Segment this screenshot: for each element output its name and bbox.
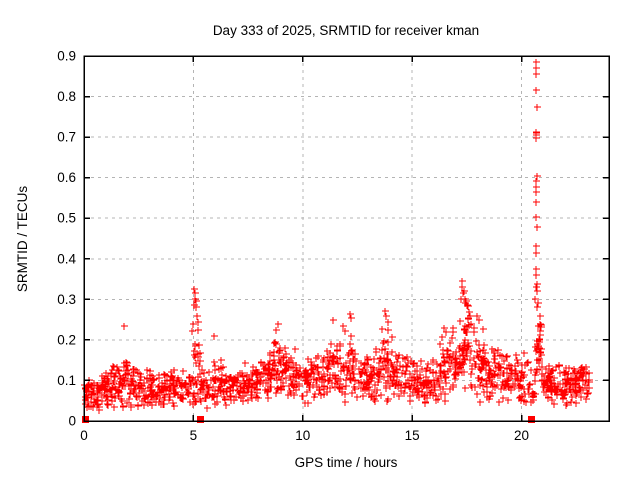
tick-labels: 0 0.1 0.2 0.3 0.4 0.5 0.6 0.7 0.8 0.9 0 5 10 15 20: [57, 49, 529, 444]
y-tick-label: 0.4: [57, 251, 76, 266]
grid-lines: [84, 56, 609, 421]
y-tick-label: 0.8: [57, 89, 76, 104]
y-tick-label: 0.7: [57, 130, 76, 145]
x-axis-label: GPS time / hours: [295, 455, 398, 470]
y-tick-label: 0.2: [57, 332, 76, 347]
x-tick-label: 20: [514, 428, 529, 443]
axes-and-ticks: [83, 55, 610, 422]
x-tick-label: 0: [80, 428, 88, 443]
chart-title: Day 333 of 2025, SRMTID for receiver kma…: [213, 23, 479, 38]
srmtid-plus-markers: [81, 59, 593, 414]
x-tick-label: 5: [190, 428, 198, 443]
zero-flag-square-marker: [82, 416, 89, 423]
x-tick-label: 15: [405, 428, 420, 443]
zero-flag-square-marker: [197, 416, 204, 423]
y-tick-label: 0.9: [57, 49, 76, 64]
y-tick-label: 0.3: [57, 292, 76, 307]
scatter-points: [81, 59, 593, 423]
x-tick-label: 10: [295, 428, 310, 443]
y-tick-label: 0: [68, 414, 76, 429]
y-tick-label: 0.5: [57, 211, 76, 226]
y-tick-label: 0.1: [57, 373, 76, 388]
y-axis-label: SRMTID / TECUs: [15, 186, 30, 293]
y-tick-label: 0.6: [57, 170, 76, 185]
zero-flag-square-marker: [528, 416, 535, 423]
